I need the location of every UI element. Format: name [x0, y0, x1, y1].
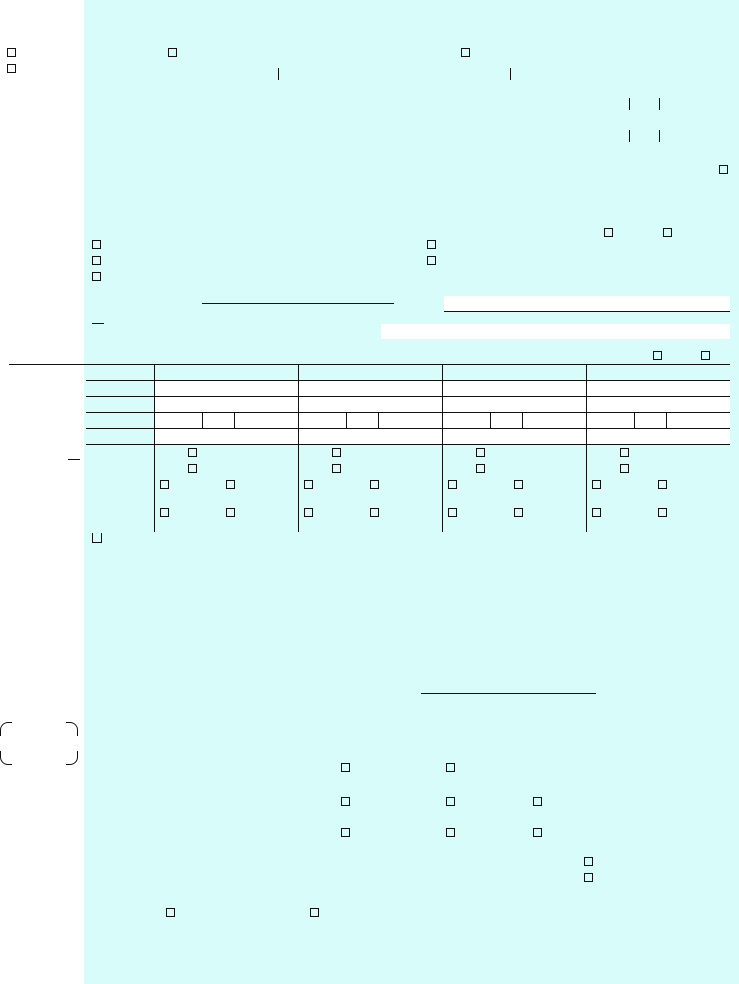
field-underline: [444, 311, 730, 313]
checkbox[interactable]: [226, 480, 235, 489]
table-row-rule: [86, 444, 730, 446]
divider-tick: [346, 412, 348, 428]
open-box[interactable]: [92, 533, 102, 543]
checkbox[interactable]: [592, 480, 601, 489]
checkbox[interactable]: [7, 48, 16, 57]
checkbox[interactable]: [701, 351, 710, 360]
checkbox[interactable]: [226, 508, 235, 517]
checkbox[interactable]: [168, 48, 177, 57]
checkbox[interactable]: [584, 873, 593, 882]
checkbox[interactable]: [427, 240, 436, 249]
checkbox[interactable]: [370, 480, 379, 489]
checkbox[interactable]: [304, 480, 313, 489]
table-column-divider: [298, 364, 300, 532]
divider-tick: [659, 98, 661, 110]
checkbox[interactable]: [92, 272, 101, 281]
checkbox[interactable]: [620, 464, 629, 473]
checkbox[interactable]: [533, 797, 542, 806]
checkbox[interactable]: [461, 48, 470, 57]
rule-line: [68, 459, 80, 461]
rule-line: [92, 323, 104, 325]
bracket-corner: [0, 722, 12, 736]
checkbox[interactable]: [604, 228, 613, 237]
checkbox[interactable]: [448, 480, 457, 489]
checkbox[interactable]: [533, 828, 542, 837]
checkbox[interactable]: [188, 464, 197, 473]
checkbox[interactable]: [446, 797, 455, 806]
text-field[interactable]: [444, 296, 730, 311]
signature-line: [421, 693, 596, 695]
table-row-rule: [86, 396, 730, 398]
divider-tick: [629, 98, 631, 110]
checkbox[interactable]: [166, 908, 175, 917]
divider-tick: [510, 68, 512, 80]
checkbox[interactable]: [658, 508, 667, 517]
checkbox[interactable]: [160, 508, 169, 517]
text-field[interactable]: [381, 324, 730, 339]
divider-tick: [278, 68, 280, 80]
table-row-rule: [86, 428, 730, 430]
divider-tick: [634, 412, 636, 428]
bracket-corner: [66, 751, 78, 765]
divider-tick: [659, 130, 661, 142]
divider-tick: [378, 412, 380, 428]
checkbox[interactable]: [341, 763, 350, 772]
table-row-rule: [86, 380, 730, 382]
checkbox[interactable]: [332, 464, 341, 473]
checkbox[interactable]: [160, 480, 169, 489]
checkbox[interactable]: [719, 165, 728, 174]
checkbox[interactable]: [370, 508, 379, 517]
checkbox[interactable]: [341, 797, 350, 806]
divider-tick: [490, 412, 492, 428]
table-column-divider: [586, 364, 588, 532]
checkbox[interactable]: [310, 908, 319, 917]
checkbox[interactable]: [658, 480, 667, 489]
divider-tick: [666, 412, 668, 428]
checkbox[interactable]: [514, 480, 523, 489]
checkbox[interactable]: [92, 240, 101, 249]
checkbox[interactable]: [476, 448, 485, 457]
signature-line: [202, 303, 394, 305]
divider-tick: [202, 412, 204, 428]
checkbox[interactable]: [304, 508, 313, 517]
checkbox[interactable]: [653, 351, 662, 360]
checkbox[interactable]: [188, 448, 197, 457]
checkbox[interactable]: [7, 64, 16, 73]
bracket-corner: [0, 751, 12, 765]
checkbox[interactable]: [514, 508, 523, 517]
checkbox[interactable]: [341, 828, 350, 837]
checkbox[interactable]: [448, 508, 457, 517]
checkbox[interactable]: [92, 256, 101, 265]
form-shaded-panel: [84, 0, 739, 984]
checkbox[interactable]: [332, 448, 341, 457]
checkbox[interactable]: [584, 857, 593, 866]
table-row-rule: [86, 412, 730, 414]
checkbox[interactable]: [427, 256, 436, 265]
checkbox[interactable]: [663, 228, 672, 237]
table-column-divider: [154, 364, 156, 532]
divider-tick: [522, 412, 524, 428]
divider-tick: [234, 412, 236, 428]
divider-tick: [629, 130, 631, 142]
table-top-rule: [9, 364, 730, 366]
checkbox[interactable]: [476, 464, 485, 473]
checkbox[interactable]: [446, 763, 455, 772]
checkbox[interactable]: [620, 448, 629, 457]
checkbox[interactable]: [592, 508, 601, 517]
table-column-divider: [442, 364, 444, 532]
checkbox[interactable]: [446, 828, 455, 837]
bracket-corner: [66, 722, 78, 736]
